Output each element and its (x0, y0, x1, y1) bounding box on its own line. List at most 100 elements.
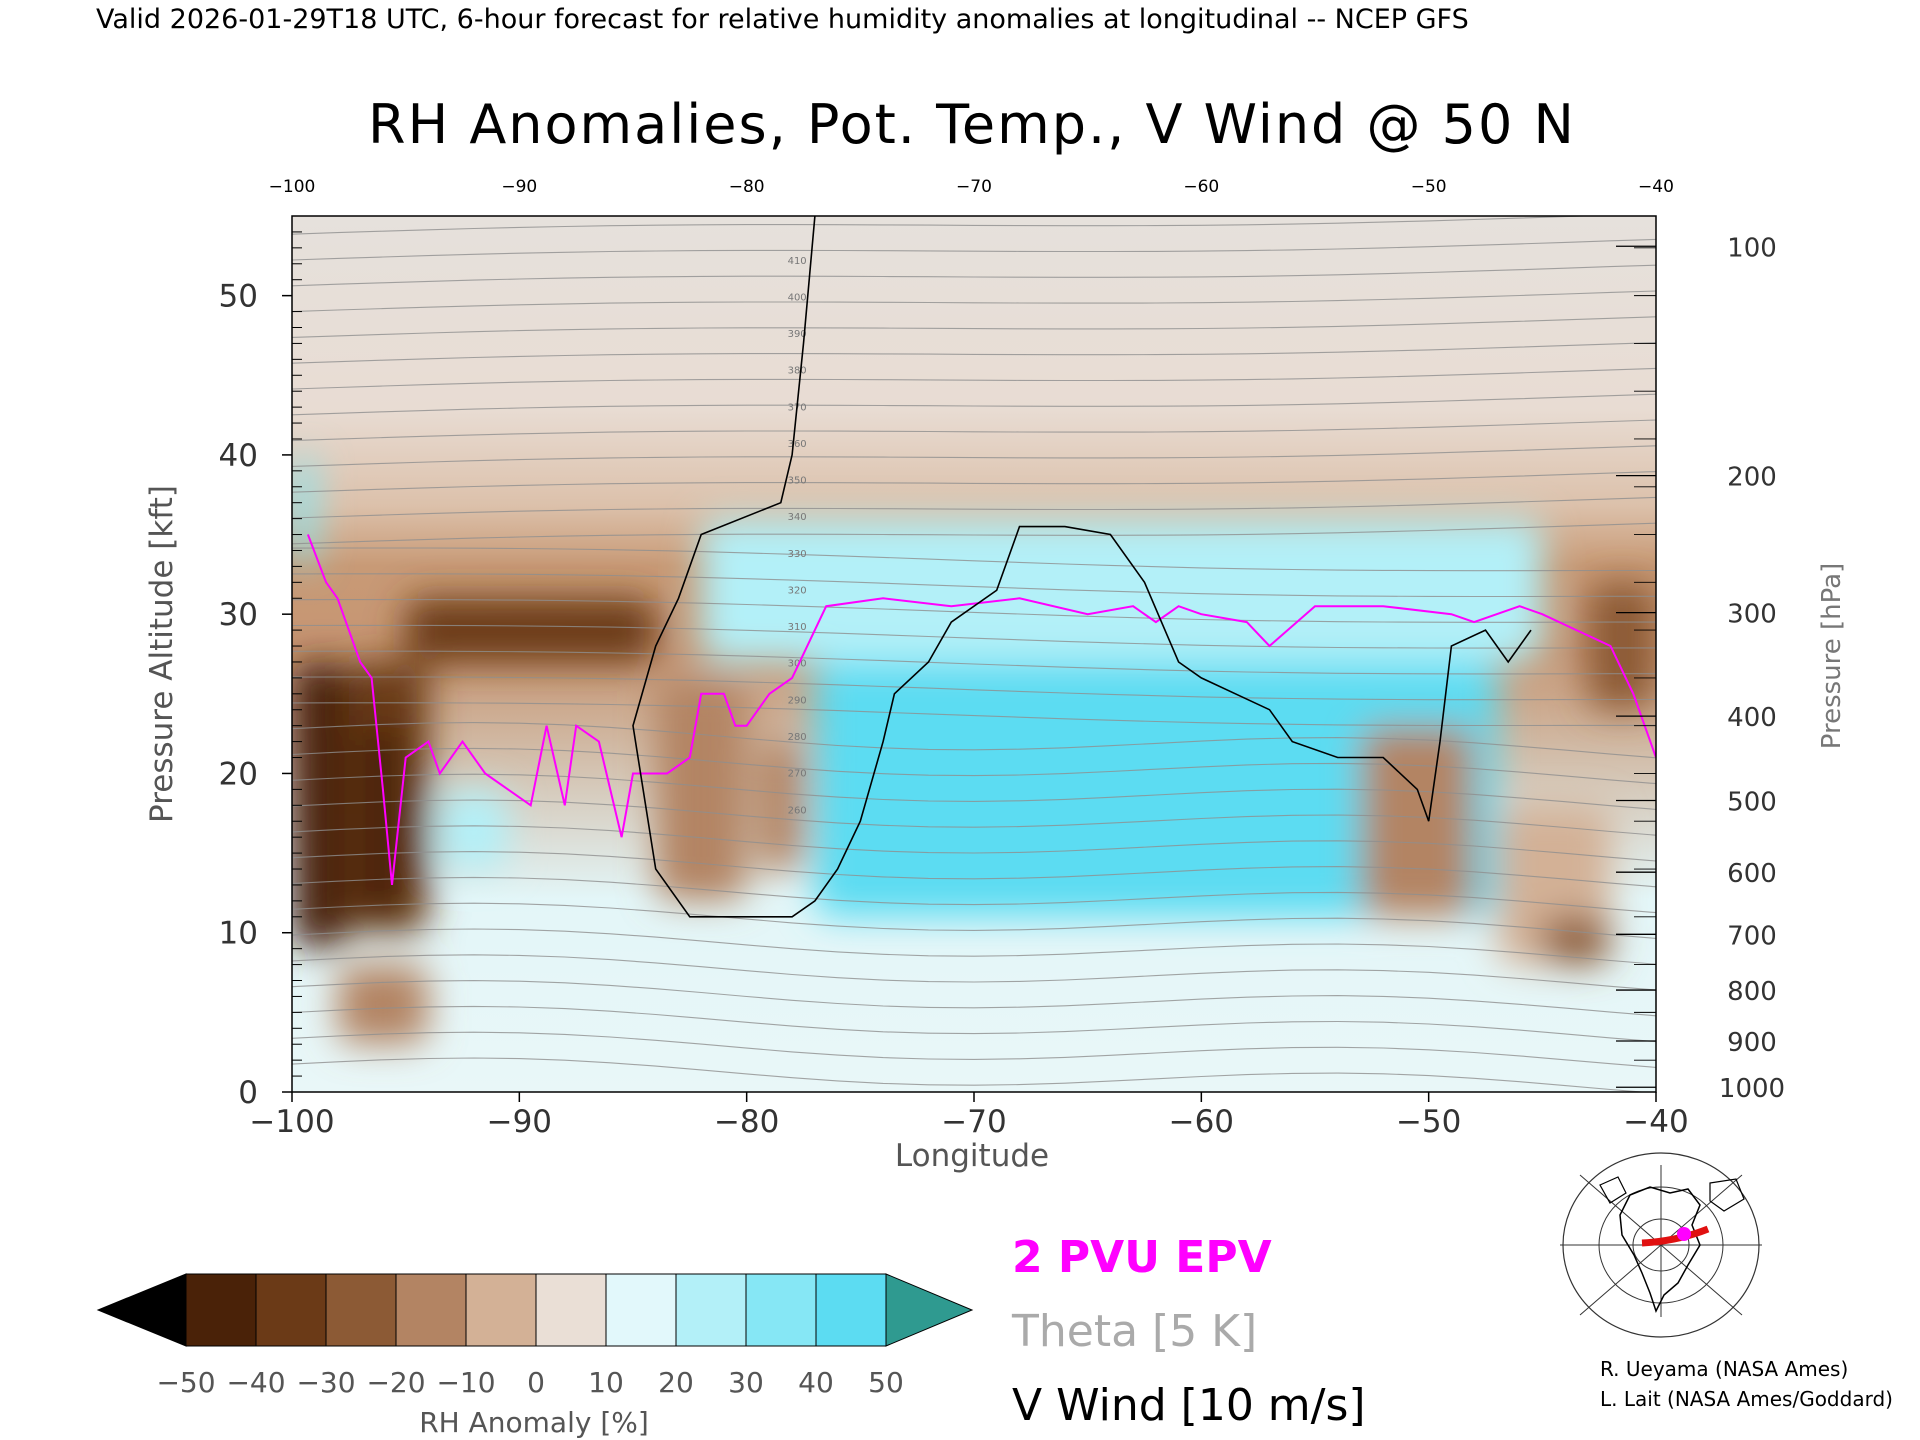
rh-anomaly-field (292, 454, 1656, 1045)
theta-contour-31 (292, 264, 1656, 287)
legend-vwind: V Wind [10 m/s] (1012, 1380, 1366, 1431)
x-top-tick-label: −50 (1411, 177, 1447, 197)
epv-2pvu-line (306, 534, 1656, 886)
y-tick-label-right: 400 (1727, 703, 1777, 733)
y-tick-label-right: 800 (1727, 977, 1777, 1007)
theta-label: 320 (788, 585, 807, 596)
legend-epv: 2 PVU EPV (1012, 1232, 1272, 1283)
x-top-tick-label: −100 (269, 177, 316, 197)
y-tick-label-right: 900 (1727, 1028, 1777, 1058)
theta-contour-28 (292, 342, 1656, 364)
theta-label: 360 (788, 439, 807, 450)
theta-contour-3 (292, 980, 1656, 1017)
vwind-zero-contour (632, 216, 1532, 918)
x-top-tick-label: −80 (729, 177, 765, 197)
theta-label: 380 (788, 366, 807, 377)
rh-anomaly-cell-5 (337, 964, 429, 1045)
theta-contour-23 (292, 471, 1656, 493)
theta-contour-17 (292, 624, 1656, 649)
locator-map (1560, 1152, 1762, 1338)
colorbar-tick-label: 10 (588, 1366, 624, 1399)
y-tick-label-right: 1000 (1719, 1074, 1785, 1104)
theta-contour-29 (292, 316, 1656, 338)
locator-track (1641, 1225, 1710, 1247)
y-tick-label-right: 100 (1727, 233, 1777, 263)
colorbar-tick-label: 50 (868, 1366, 904, 1399)
theta-contour-20 (292, 547, 1656, 572)
theta-contour-6 (292, 902, 1656, 939)
colorbar-tick-label: 20 (658, 1366, 694, 1399)
colorbar-tick-label: −10 (436, 1366, 495, 1399)
rh-anomaly-cell-0 (292, 661, 349, 949)
axes: −100 −90 −80 −70 −60 −50 −40 −100 −90 −80 −70 −60 −5… (219, 177, 1786, 1140)
y-tick-label-right: 500 (1727, 788, 1777, 818)
colorbar-box (675, 1273, 747, 1347)
y-tick-label-left: 0 (238, 1075, 258, 1111)
theta-contour-5 (292, 928, 1656, 965)
rh-anomaly-cell-8 (758, 741, 804, 870)
theta-contour-30 (292, 290, 1656, 313)
x-tick-label: −80 (714, 1104, 779, 1140)
x-top-tick-label: −40 (1638, 177, 1674, 197)
theta-contour-24 (292, 445, 1656, 467)
theta-contour-22 (292, 496, 1656, 519)
theta-contour-9 (292, 825, 1656, 862)
colorbar-max-arrow (885, 1273, 974, 1347)
y-tick-label-left: 10 (219, 916, 258, 952)
x-tick-label: −60 (1169, 1104, 1234, 1140)
colorbar-box (185, 1273, 257, 1347)
theta-label: 300 (788, 659, 807, 670)
rh-anomaly-cell-4 (405, 598, 656, 662)
rh-anomaly-cell-15 (292, 454, 315, 567)
y-tick-label-right: 200 (1727, 463, 1777, 493)
colorbar-box (395, 1273, 467, 1347)
theta-label: 280 (788, 732, 807, 743)
theta-label: 390 (788, 329, 807, 340)
north-america-globe-locator-icon (1560, 1152, 1762, 1338)
theta-label: 260 (788, 805, 807, 816)
colorbar-label: RH Anomaly [%] (419, 1406, 649, 1439)
theta-label: 310 (788, 622, 807, 633)
rh-anomaly-cell-10 (701, 518, 1543, 662)
theta-contour-32 (292, 238, 1656, 261)
colorbar-tick-label: 0 (527, 1366, 545, 1399)
theta-contour-19 (292, 573, 1656, 598)
theta-label: 270 (788, 769, 807, 780)
y-tick-label-left: 20 (219, 756, 258, 792)
x-tick-label: −40 (1623, 1104, 1688, 1140)
x-axis-label: Longitude (895, 1138, 1049, 1174)
y-axis-label-left: Pressure Altitude [kft] (144, 485, 180, 823)
theta-label: 410 (788, 256, 807, 267)
credit-1: R. Ueyama (NASA Ames) (1600, 1357, 1848, 1381)
x-tick-label: −100 (249, 1104, 334, 1140)
theta-contour-12 (292, 747, 1656, 785)
theta-label: 350 (788, 476, 807, 487)
colorbar-tick-label: 40 (798, 1366, 834, 1399)
theta-contour-26 (292, 393, 1656, 416)
y-tick-label-right: 700 (1727, 921, 1777, 951)
y-tick-label-left: 30 (219, 597, 258, 633)
y-tick-label-right: 300 (1727, 600, 1777, 630)
plot-area: 4104003903803703603503403303203103002902… (292, 216, 1656, 1092)
theta-contour-21 (292, 522, 1656, 545)
colorbar-box (325, 1273, 397, 1347)
colorbar-box (605, 1273, 677, 1347)
colorbar-min-arrow (96, 1273, 187, 1347)
colorbar-box (535, 1273, 607, 1347)
rh-anomaly-cell-14 (1587, 582, 1656, 710)
theta-contour-1 (292, 1031, 1656, 1068)
rh-anomaly-cell-13 (1542, 916, 1611, 965)
rh-anomaly-cell-7 (655, 677, 747, 901)
theta-contour-7 (292, 876, 1656, 914)
rh-anomaly-cell-11 (1360, 725, 1475, 917)
theta-contour-27 (292, 367, 1656, 390)
theta-contour-2 (292, 1005, 1656, 1043)
theta-contour-16 (292, 650, 1656, 675)
theta-contour-25 (292, 419, 1656, 442)
theta-contour-13 (292, 722, 1656, 759)
x-tick-label: −50 (1396, 1104, 1461, 1140)
theta-contour-18 (292, 599, 1656, 623)
colorbar-box (815, 1273, 887, 1347)
legend: 2 PVU EPV Theta [5 K] V Wind [10 m/s] (1011, 1232, 1366, 1431)
